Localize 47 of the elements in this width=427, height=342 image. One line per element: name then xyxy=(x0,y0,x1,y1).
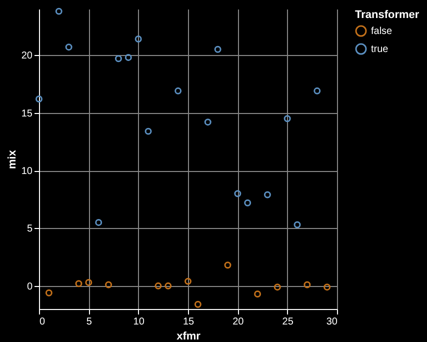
point xyxy=(224,262,232,269)
point xyxy=(95,218,102,226)
point xyxy=(234,190,242,198)
point xyxy=(65,44,72,51)
point xyxy=(85,278,92,286)
point xyxy=(105,281,112,288)
y-tick-label: 15 xyxy=(21,108,33,120)
point xyxy=(294,221,301,228)
point xyxy=(144,128,152,135)
point xyxy=(124,54,132,61)
point xyxy=(254,290,262,298)
y-tick-label: 0 xyxy=(26,281,33,292)
point xyxy=(154,282,162,290)
point xyxy=(184,278,192,285)
y-tick-label: 20 xyxy=(21,50,33,62)
x-tick-label: 10 xyxy=(133,316,145,328)
point xyxy=(134,36,142,42)
point xyxy=(274,284,281,291)
point xyxy=(114,55,122,62)
point xyxy=(264,191,271,198)
point xyxy=(164,282,172,290)
y-axis-title: mix xyxy=(6,149,18,169)
point xyxy=(214,46,222,53)
point xyxy=(45,289,52,296)
point xyxy=(174,87,182,94)
legend-title: Transformer xyxy=(355,9,420,21)
x-axis-title: xfmr xyxy=(176,330,202,342)
x-tick-label: 20 xyxy=(232,316,244,328)
point xyxy=(75,280,82,288)
legend-label: false xyxy=(371,26,393,37)
point xyxy=(36,96,42,102)
y-tick-label: 10 xyxy=(21,166,33,178)
x-tick-label: 30 xyxy=(326,316,338,328)
point xyxy=(304,281,311,288)
x-tick-label: 0 xyxy=(40,316,46,328)
x-tick-label: 5 xyxy=(86,316,92,328)
legend-label: true xyxy=(371,44,389,55)
y-tick-label: 5 xyxy=(26,224,33,235)
point xyxy=(204,118,212,126)
point xyxy=(55,8,62,15)
x-tick-label: 25 xyxy=(282,316,294,328)
point xyxy=(324,284,331,291)
point xyxy=(244,199,252,206)
point xyxy=(284,115,291,122)
point xyxy=(314,87,321,94)
point xyxy=(194,300,202,308)
x-tick-label: 15 xyxy=(182,316,194,328)
